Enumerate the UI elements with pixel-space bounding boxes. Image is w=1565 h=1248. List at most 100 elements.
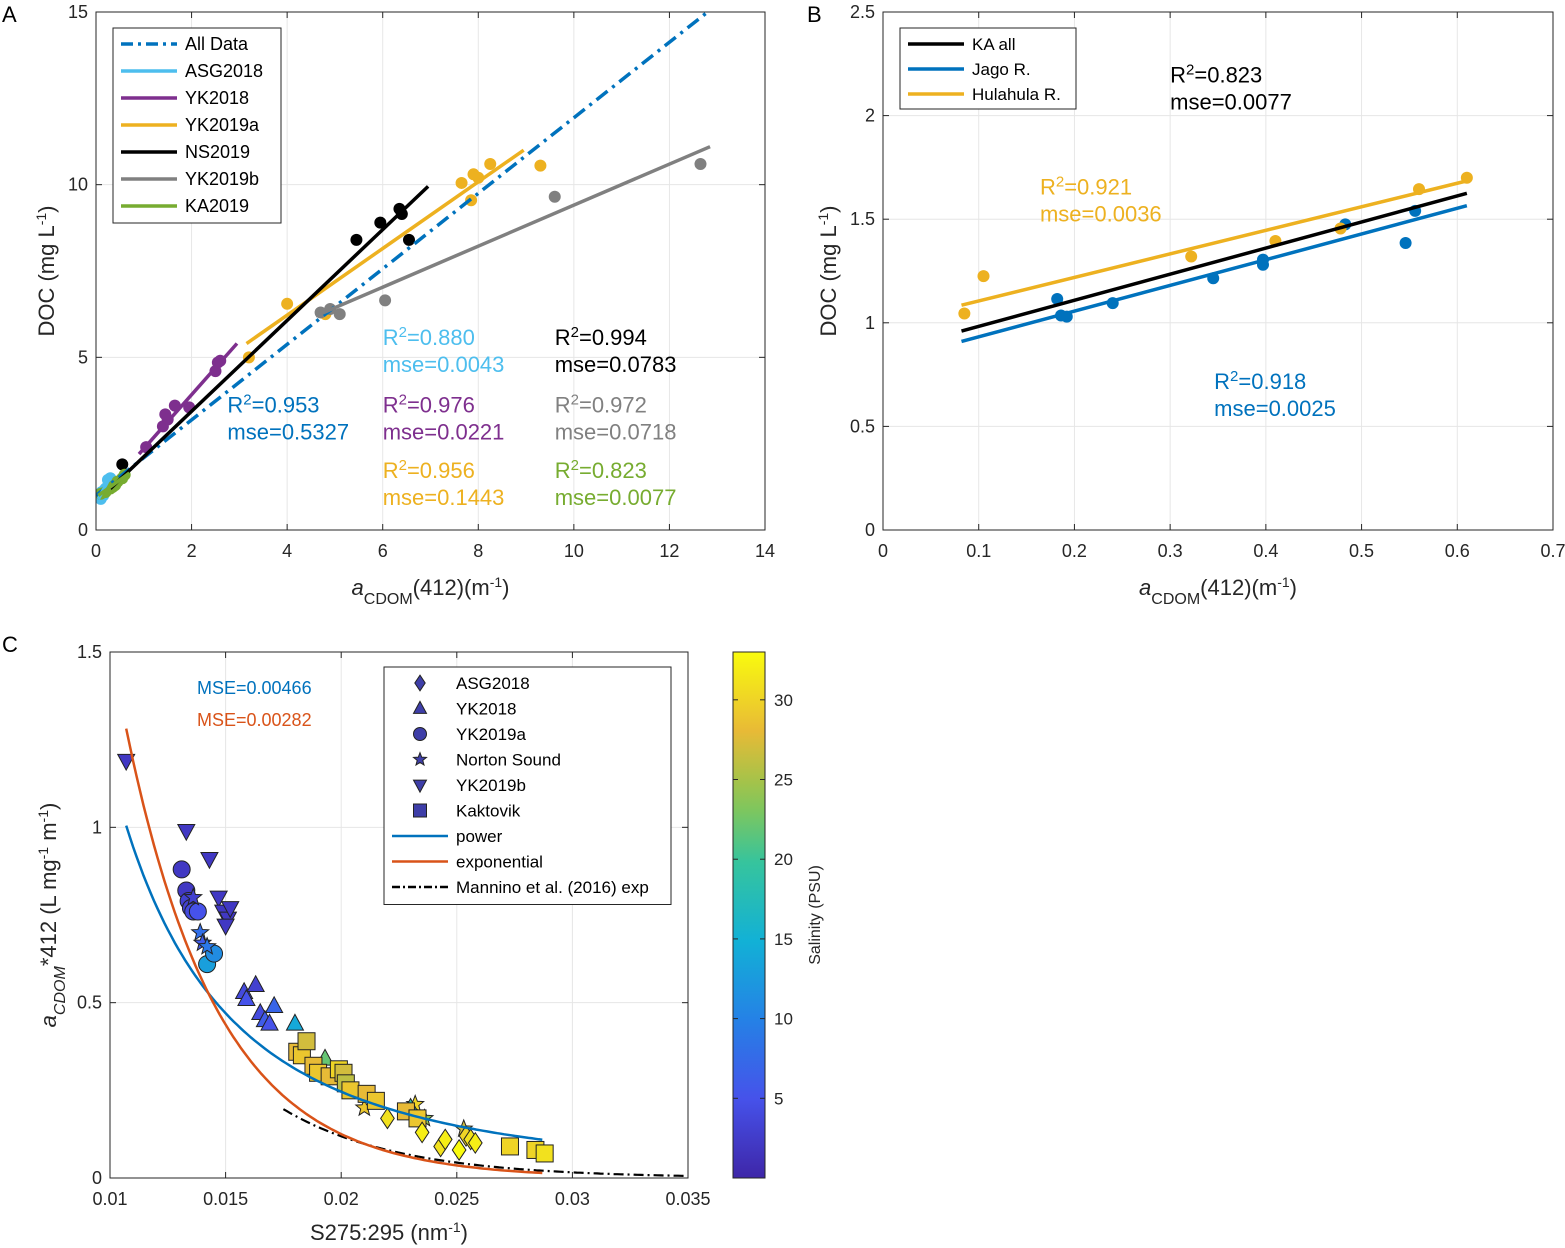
panel-b-ylabel: DOC (mg L-1) [815, 205, 841, 336]
panel-c-point-star [197, 936, 217, 955]
panel-c-point-diamond [437, 1128, 453, 1151]
panel-c-ytick-label: 1.5 [77, 642, 102, 662]
panel-a-ytick-label: 5 [78, 347, 88, 367]
svg-text:B: B [807, 2, 822, 27]
panel-c-data [116, 728, 688, 1177]
panel-c-point-triangle-down [220, 901, 240, 919]
panel-a-axes-frame [95, 11, 766, 531]
panel-b-ytick-label: 0 [865, 520, 875, 540]
panel-a-ytick-label: 0 [78, 520, 88, 540]
panel-c-point-circle [188, 902, 207, 921]
panel-b-xtick-label: 0.7 [1540, 541, 1565, 561]
panel-b-xtick-label: 0.2 [1062, 541, 1087, 561]
panel-c-axes-frame [109, 651, 689, 1179]
panel-c-mse-label: MSE=0.00282 [197, 710, 312, 730]
panel-a-legend-label: KA2019 [185, 196, 249, 216]
panel-b-xtick-label: 0 [878, 541, 888, 561]
panel-a-mse-label: mse=0.1443 [383, 485, 505, 510]
panel-c-point-diamond [414, 1121, 430, 1144]
panel-c-legend-marker [412, 779, 428, 794]
panel-a-point-yk2019b [379, 294, 392, 307]
panel-a-legend-label: All Data [185, 34, 249, 54]
panel-c-point-triangle-down [209, 890, 229, 908]
panel-c-colorbar-tick-label: 15 [774, 930, 793, 949]
panel-b-data [958, 171, 1473, 344]
panel-b-xtick-label: 0.5 [1349, 541, 1374, 561]
panel-c-colorbar-tick-label: 5 [774, 1089, 783, 1108]
panel-c-point-triangle-up [285, 1013, 305, 1031]
panel-c-ytick-label: 0 [92, 1168, 102, 1188]
panel-b-fit [961, 179, 1468, 307]
panel-b-ytick-label: 0.5 [850, 416, 875, 436]
panel-a-point-yk2019b [333, 308, 346, 321]
panel-a-legend-label: YK2019b [185, 169, 259, 189]
panel-c-colorbar-label: Salinity (PSU) [807, 865, 824, 965]
panel-c-point-diamond [380, 1107, 395, 1130]
panel-c-legend-label: ASG2018 [456, 674, 530, 693]
panel-c-chart: 0.01 0.015 0.02 0.025 0.03 0.035 0 0.5 1 1.5 MSE=0… [35, 642, 824, 1245]
panel-c-xtick-label: 0.025 [434, 1189, 479, 1209]
panel-c-point-circle [172, 860, 191, 879]
panel-c-point-square [500, 1137, 519, 1156]
panel-label-a: A [2, 2, 17, 27]
panel-c-point-diamond [467, 1131, 483, 1155]
panel-c-mse-label: MSE=0.00466 [197, 678, 312, 698]
panel-a-mse-label: mse=0.0221 [383, 420, 505, 445]
panel-a-point-ns2019 [350, 233, 363, 246]
panel-b-mse-label: mse=0.0077 [1170, 89, 1292, 114]
panel-a-point-ns2019 [116, 458, 129, 471]
panel-a-r2-label: R2=0.972 [555, 391, 647, 418]
panel-b-point [1399, 237, 1412, 250]
panel-a-point-ns2019 [402, 233, 415, 246]
panel-b-xtick-label: 0.6 [1445, 541, 1470, 561]
panel-b-fit [961, 191, 1468, 333]
panel-a-xtick-label: 4 [282, 541, 292, 561]
panel-c-point-square [535, 1144, 554, 1163]
panel-a-point-ns2019 [374, 216, 387, 229]
panel-a-xlabel: aCDOM(412)(m-1) [352, 574, 510, 608]
panel-a-xtick-label: 2 [187, 541, 197, 561]
panel-c-point-diamond [451, 1138, 467, 1162]
panel-b-r2-label: R2=0.918 [1214, 368, 1306, 395]
panel-b-point [958, 307, 971, 320]
panel-b-legend-label: KA all [972, 35, 1015, 54]
panel-a-r2-label: R2=0.823 [555, 457, 647, 484]
panel-a-xtick-label: 12 [659, 541, 679, 561]
panel-a-fit-yk2018 [137, 342, 239, 456]
panel-a-ytick-label: 15 [68, 2, 88, 22]
panel-c-point-triangle-up [260, 1013, 279, 1031]
panel-c-point-square [297, 1032, 316, 1051]
panel-a-point-yk2019a [484, 157, 497, 170]
panel-c-colorbar [732, 651, 766, 1179]
panel-a-point-yk2019b [694, 157, 707, 170]
panel-c-legend-marker [414, 674, 426, 692]
panel-c-point-triangle-down [116, 753, 136, 772]
panel-a-data [96, 12, 711, 505]
panel-a-point-ns2019 [395, 208, 408, 221]
panel-b-mse-label: mse=0.0036 [1040, 201, 1162, 226]
panel-b-point [1185, 250, 1198, 263]
panel-c-point-triangle-down [176, 823, 196, 842]
panel-c-xtick-label: 0.03 [555, 1189, 590, 1209]
panel-a-mse-label: mse=0.0718 [555, 420, 677, 445]
panel-c-legend-label: Norton Sound [456, 751, 561, 770]
panel-a-r2-label: R2=0.994 [555, 324, 647, 351]
panel-a-mse-label: mse=0.0043 [383, 352, 505, 377]
panel-c-xtick-label: 0.01 [92, 1189, 127, 1209]
panel-c-point-triangle-up [237, 988, 256, 1007]
panel-c-xtick-label: 0.015 [203, 1189, 248, 1209]
panel-a-r2-label: R2=0.956 [383, 457, 475, 484]
panel-c-point-star [183, 887, 204, 906]
panel-b-fit [961, 204, 1468, 344]
panel-c-xtick-label: 0.035 [665, 1189, 710, 1209]
panel-c-legend-label: Kaktovik [456, 802, 521, 821]
panel-b-xtick-label: 0.4 [1253, 541, 1278, 561]
panel-b-legend-label: Hulahula R. [972, 85, 1061, 104]
panel-b-xlabel: aCDOM(412)(m-1) [1139, 574, 1297, 608]
panel-a-legend-label: YK2019a [185, 115, 260, 135]
panel-a-legend-label: ASG2018 [185, 61, 263, 81]
panel-a-xtick-label: 14 [755, 541, 775, 561]
panel-c-ylabel: aCDOM*412 (L mg-1 m-1) [35, 803, 69, 1028]
